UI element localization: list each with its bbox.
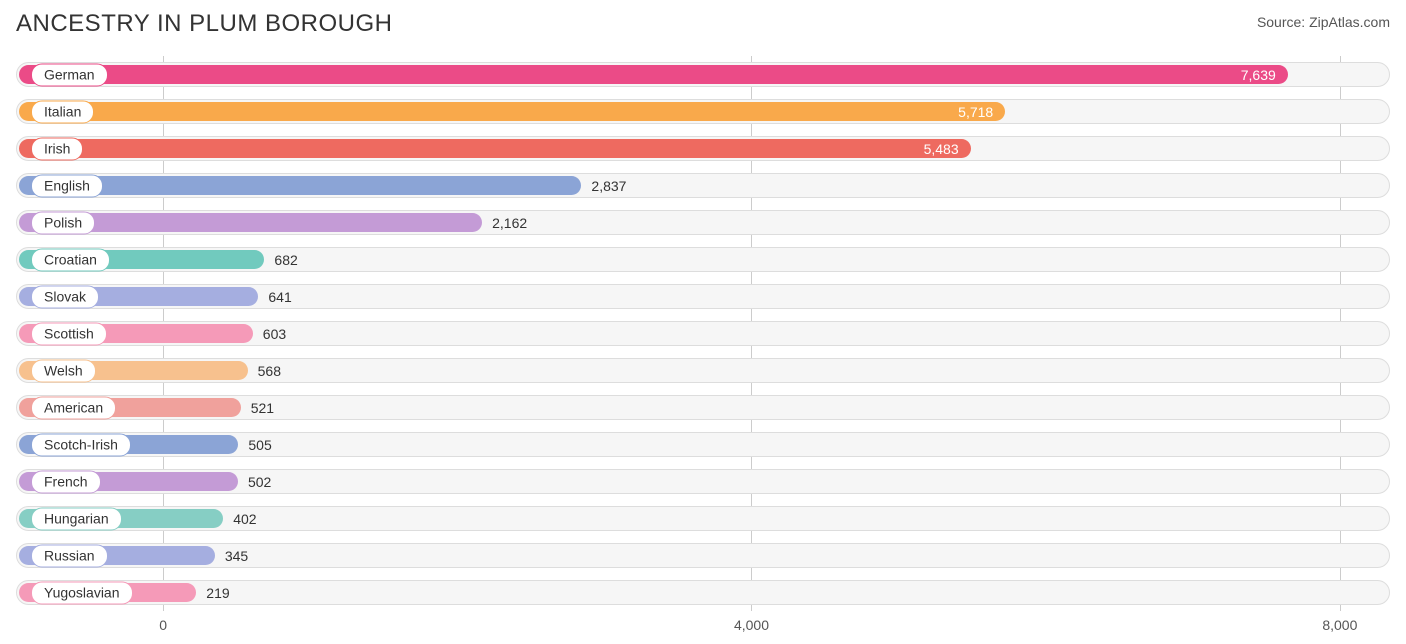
bar-row: Italian 5,718 — [16, 93, 1390, 130]
category-label: Italian — [31, 100, 94, 123]
bar-track: German 7,639 — [16, 62, 1390, 87]
bar-row: Welsh 568 — [16, 352, 1390, 389]
x-tick-label: 0 — [159, 617, 167, 633]
x-tick-label: 8,000 — [1322, 617, 1357, 633]
category-label: French — [31, 470, 101, 493]
category-label: Yugoslavian — [31, 581, 133, 604]
bar-row: French 502 — [16, 463, 1390, 500]
source-name: ZipAtlas.com — [1309, 14, 1390, 30]
category-label: American — [31, 396, 116, 419]
value-label: 521 — [251, 400, 274, 416]
category-label: Scotch-Irish — [31, 433, 131, 456]
bars-group: German 7,639 Italian 5,718 Irish 5,483 English… — [16, 56, 1390, 611]
bar-row: Hungarian 402 — [16, 500, 1390, 537]
bar-row: Irish 5,483 — [16, 130, 1390, 167]
bar-row: Scotch-Irish 505 — [16, 426, 1390, 463]
value-label: 5,483 — [924, 141, 959, 157]
value-label: 682 — [274, 252, 297, 268]
category-label: Polish — [31, 211, 95, 234]
bar-track: Scotch-Irish 505 — [16, 432, 1390, 457]
value-label: 5,718 — [958, 104, 993, 120]
bar-row: Slovak 641 — [16, 278, 1390, 315]
category-label: English — [31, 174, 103, 197]
category-label: Slovak — [31, 285, 99, 308]
category-label: Welsh — [31, 359, 96, 382]
chart-container: ANCESTRY IN PLUM BOROUGH Source: ZipAtla… — [0, 0, 1406, 644]
category-label: Irish — [31, 137, 83, 160]
bar-row: Croatian 682 — [16, 241, 1390, 278]
bar-track: Russian 345 — [16, 543, 1390, 568]
bar-track: Slovak 641 — [16, 284, 1390, 309]
x-tick-label: 4,000 — [734, 617, 769, 633]
bar-row: Scottish 603 — [16, 315, 1390, 352]
value-label: 402 — [233, 511, 256, 527]
value-label: 641 — [268, 289, 291, 305]
category-label: German — [31, 63, 108, 86]
source-prefix: Source: — [1257, 14, 1309, 30]
bar-row: Russian 345 — [16, 537, 1390, 574]
bar-track: American 521 — [16, 395, 1390, 420]
bar-row: Polish 2,162 — [16, 204, 1390, 241]
value-label: 502 — [248, 474, 271, 490]
plot-area: German 7,639 Italian 5,718 Irish 5,483 English… — [16, 56, 1390, 611]
bar-track: French 502 — [16, 469, 1390, 494]
bar-track: Italian 5,718 — [16, 99, 1390, 124]
bar-fill — [19, 139, 971, 158]
bar-track: Welsh 568 — [16, 358, 1390, 383]
value-label: 568 — [258, 363, 281, 379]
header-row: ANCESTRY IN PLUM BOROUGH Source: ZipAtla… — [16, 10, 1390, 38]
chart-source: Source: ZipAtlas.com — [1257, 14, 1390, 30]
category-label: Russian — [31, 544, 108, 567]
chart-title: ANCESTRY IN PLUM BOROUGH — [16, 10, 393, 38]
category-label: Hungarian — [31, 507, 122, 530]
bar-track: Scottish 603 — [16, 321, 1390, 346]
bar-track: English 2,837 — [16, 173, 1390, 198]
bar-track: Croatian 682 — [16, 247, 1390, 272]
bar-fill — [19, 176, 581, 195]
category-label: Croatian — [31, 248, 110, 271]
value-label: 219 — [206, 585, 229, 601]
bar-track: Polish 2,162 — [16, 210, 1390, 235]
bar-track: Irish 5,483 — [16, 136, 1390, 161]
x-axis: 0 4,000 8,000 — [16, 615, 1390, 640]
category-label: Scottish — [31, 322, 107, 345]
value-label: 2,162 — [492, 215, 527, 231]
value-label: 345 — [225, 548, 248, 564]
value-label: 603 — [263, 326, 286, 342]
value-label: 7,639 — [1241, 67, 1276, 83]
bar-row: English 2,837 — [16, 167, 1390, 204]
value-label: 2,837 — [591, 178, 626, 194]
bar-row: American 521 — [16, 389, 1390, 426]
bar-fill — [19, 65, 1288, 84]
bar-track: Hungarian 402 — [16, 506, 1390, 531]
value-label: 505 — [248, 437, 271, 453]
bar-track: Yugoslavian 219 — [16, 580, 1390, 605]
bar-row: Yugoslavian 219 — [16, 574, 1390, 611]
bar-row: German 7,639 — [16, 56, 1390, 93]
bar-fill — [19, 102, 1005, 121]
